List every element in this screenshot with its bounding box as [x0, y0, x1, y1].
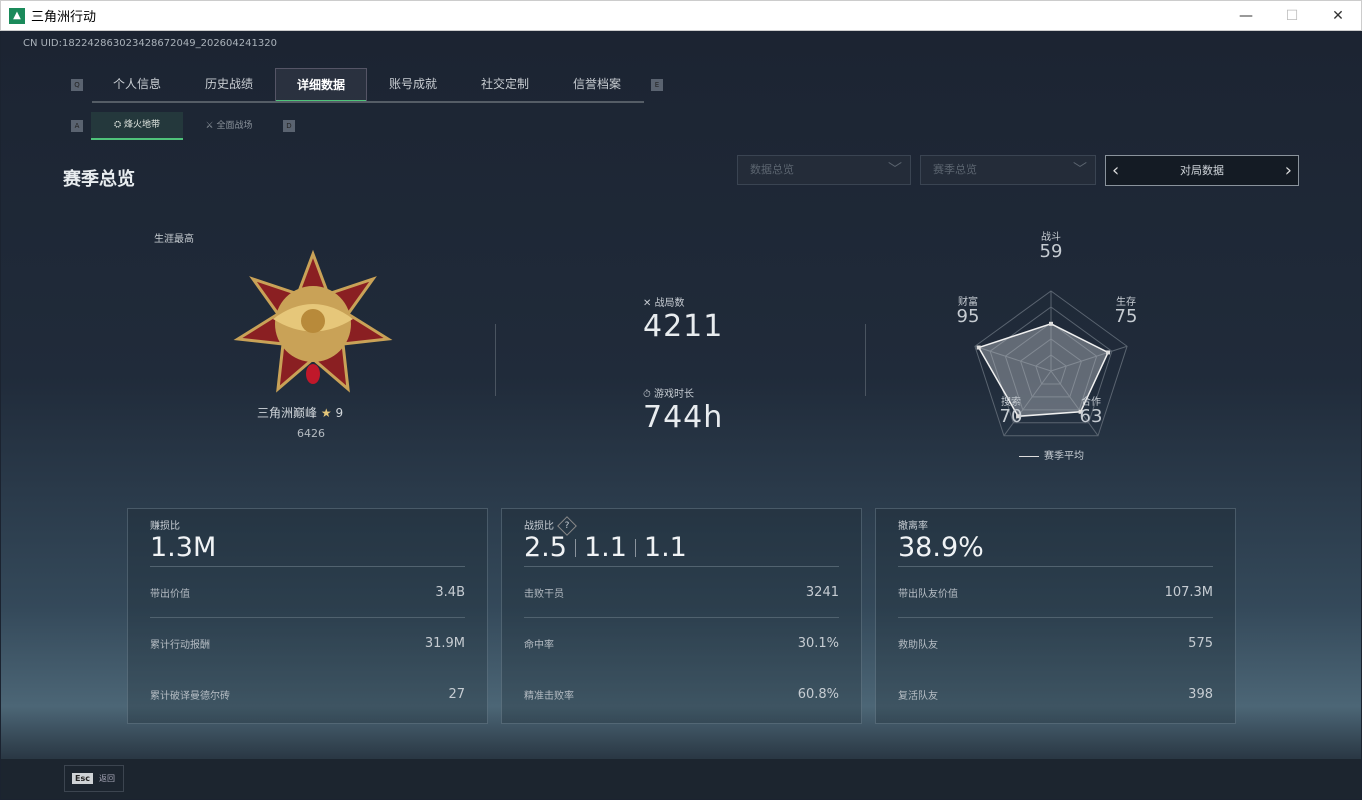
minimize-button[interactable]: —	[1239, 8, 1253, 24]
divider	[495, 324, 496, 396]
fire-icon: ⛭	[113, 120, 125, 130]
footer-bar	[1, 759, 1361, 799]
card-main-value: 2.5 1.1 1.1	[524, 531, 839, 567]
radar-grid	[1035, 354, 1067, 385]
matches-stat: ✕ 战局数 4211	[643, 298, 724, 344]
tab-3[interactable]: 账号成就	[388, 77, 437, 91]
stat-row: 累计破译曼德尔砖 27	[150, 687, 465, 702]
radar-point	[1078, 409, 1083, 414]
stopwatch-icon: ⏱	[643, 389, 654, 400]
radar-point	[976, 345, 981, 350]
tab-1[interactable]: 历史战绩	[204, 77, 253, 91]
divider	[865, 324, 866, 396]
season-dropdown[interactable]: 赛季总览 ﹀	[920, 155, 1096, 185]
radar-grid	[1019, 338, 1083, 398]
divider	[634, 538, 636, 557]
radar-axis-value: 70	[999, 406, 1023, 427]
stat-row: 命中率 30.1%	[524, 636, 839, 651]
radar-value-polygon	[977, 322, 1110, 418]
radar-axis-label: 财富	[958, 297, 978, 308]
card-title: 战损比	[524, 521, 554, 532]
radar-grid	[974, 290, 1128, 437]
rank-medal-icon	[233, 249, 393, 393]
radar-point	[1016, 414, 1021, 419]
chevron-down-icon: ﹀	[1073, 162, 1087, 178]
app-logo-icon: ▲	[9, 7, 25, 24]
tab-operations[interactable]: ⛭ 烽火地带	[91, 112, 183, 140]
radar-grid	[989, 306, 1113, 424]
tab-0[interactable]: 个人信息	[112, 77, 161, 91]
stat-row: 带出价值 3.4B	[150, 567, 465, 618]
rank-name: 三角洲巅峰 ★ 9	[257, 406, 344, 420]
radar-axis-value: 59	[1039, 241, 1063, 262]
radar-axis	[1050, 345, 1128, 372]
radar-axis-value: 75	[1114, 306, 1138, 327]
stat-row: 救助队友 575	[898, 636, 1213, 651]
stat-card: 赚损比 1.3M 带出价值 3.4B 累计行动报酬 31.9M 累计破译曼德尔砖 27	[127, 508, 488, 724]
key-hint-e: E	[651, 79, 663, 91]
chevron-left-icon[interactable]: ‹	[1112, 160, 1120, 181]
radar-axis	[974, 345, 1052, 372]
chevron-down-icon: ﹀	[888, 162, 902, 178]
playtime-stat: ⏱ 游戏时长 744h	[643, 389, 724, 435]
divider	[574, 538, 576, 557]
tab-underline	[92, 101, 644, 103]
back-button[interactable]: Esc 返回	[64, 765, 124, 792]
radar-point	[1049, 321, 1053, 326]
card-main-value: 1.3M	[150, 531, 465, 567]
radar-chart	[974, 290, 1128, 437]
radar-axis-label: 合作	[1081, 397, 1101, 408]
legend-line	[1019, 455, 1039, 457]
radar-axis-label: 搜索	[1001, 397, 1021, 408]
tab-warfare[interactable]: ⚔ 全面战场	[205, 121, 253, 131]
data-scope-dropdown[interactable]: 数据总览 ﹀	[737, 155, 911, 185]
star-icon: ★	[320, 406, 332, 420]
radar-axis	[1050, 370, 1099, 437]
radar-axis-label: 生存	[1116, 297, 1136, 308]
card-title: 撤离率	[898, 521, 928, 532]
key-hint-d: D	[283, 120, 295, 132]
radar-axis	[1003, 370, 1052, 437]
stat-card: 战损比? 2.5 1.1 1.1 击败干员 3241 命中率 30.1% 精准击败率 60.8%	[501, 508, 862, 724]
card-main-value: 38.9%	[898, 531, 1213, 567]
uid-text: CN UID:1822428630234286720­49_2026042413…	[23, 38, 277, 49]
radar-axis-value: 63	[1079, 406, 1103, 427]
stat-card: 撤离率 38.9% 带出队友价值 107.3M 救助队友 575 复活队友 398	[875, 508, 1236, 724]
stat-row: 带出队友价值 107.3M	[898, 567, 1213, 618]
card-title: 赚损比	[150, 521, 180, 532]
key-hint-q: Q	[71, 79, 83, 91]
close-button[interactable]: ✕	[1332, 8, 1344, 24]
maximize-button[interactable]: ☐	[1285, 8, 1299, 24]
stat-row: 击败干员 3241	[524, 567, 839, 618]
tab-5[interactable]: 信誉档案	[572, 77, 621, 91]
stat-row: 累计行动报酬 31.9M	[150, 636, 465, 651]
career-label: 生涯最高	[154, 234, 194, 245]
radar-legend: 赛季平均	[1019, 447, 1084, 462]
crossed-swords-icon: ✕	[643, 298, 655, 309]
window-title: 三角洲行动	[31, 10, 97, 25]
stat-row: 复活队友 398	[898, 687, 1213, 702]
radar-axis-value: 95	[956, 306, 980, 327]
title-bar: ▲ 三角洲行动 — ☐ ✕	[0, 0, 1362, 31]
warfare-icon: ⚔	[205, 121, 217, 131]
stat-row: 精准击败率 60.8%	[524, 687, 839, 702]
main-tabs: Q 个人信息 历史战绩 详细数据 账号成就 社交定制 信誉档案 E	[63, 68, 671, 103]
radar-grid	[1004, 322, 1098, 411]
chevron-right-icon[interactable]: ›	[1284, 160, 1292, 181]
rank-points: 6426	[297, 427, 325, 440]
tab-4[interactable]: 社交定制	[480, 77, 529, 91]
page-title: 赛季总览	[63, 169, 135, 190]
stats-type-selector: ‹ 对局数据 ›	[1105, 155, 1299, 186]
radar-point	[1106, 350, 1111, 355]
mode-tabs: A ⛭ 烽火地带 ⚔ 全面战场 D	[63, 112, 303, 140]
radar-axis-label: 战斗	[1041, 232, 1061, 243]
main-panel: CN UID:1822428630234286720­49_2026042413…	[1, 31, 1361, 799]
key-hint-a: A	[71, 120, 83, 132]
tab-2[interactable]: 详细数据	[275, 68, 367, 103]
